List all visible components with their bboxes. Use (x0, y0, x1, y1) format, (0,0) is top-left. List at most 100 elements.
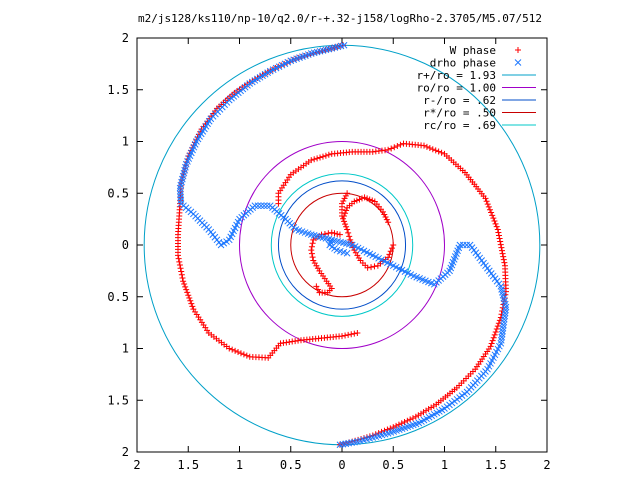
point-plus (351, 330, 358, 337)
point-plus (308, 250, 315, 257)
point-plus (313, 283, 320, 290)
point-plus (386, 251, 393, 258)
point-cross (254, 202, 262, 210)
point-plus (343, 207, 350, 214)
point-plus (353, 197, 360, 204)
point-plus (180, 278, 187, 285)
point-plus (177, 265, 184, 272)
point-plus (317, 154, 324, 161)
point-plus (497, 241, 504, 248)
legend-marker-plus (515, 47, 521, 53)
x-tick-label: 1.5 (177, 458, 199, 472)
point-cross (263, 202, 271, 210)
point-plus (348, 331, 355, 338)
point-plus (495, 232, 502, 239)
point-plus (189, 303, 196, 310)
point-plus (328, 229, 335, 236)
point-plus (361, 194, 368, 201)
point-plus (341, 195, 348, 202)
point-plus (179, 274, 186, 281)
point-plus (485, 203, 492, 210)
point-plus (341, 213, 348, 220)
point-plus (391, 144, 398, 151)
point-plus (178, 271, 185, 278)
y-tick-label: 2 (122, 445, 129, 459)
point-plus (394, 143, 401, 150)
point-plus (488, 340, 495, 347)
legend-marker-cross (514, 59, 522, 66)
point-plus (496, 235, 503, 242)
point-plus (343, 223, 350, 230)
radius-circle (270, 173, 414, 317)
x-tick-label: 1 (441, 458, 448, 472)
point-plus (426, 145, 433, 152)
point-plus (316, 289, 323, 296)
point-plus (390, 242, 397, 248)
point-plus (493, 326, 500, 333)
point-plus (344, 226, 351, 233)
point-cross (260, 202, 268, 210)
point-plus (490, 334, 497, 341)
y-tick-label: 1 (122, 135, 129, 149)
x-tick-label: 0.5 (382, 458, 404, 472)
point-plus (188, 300, 195, 307)
point-plus (243, 352, 250, 359)
point-plus (182, 283, 189, 290)
legend-label: r*/ro = .50 (423, 107, 496, 120)
x-tick-label: 0.5 (280, 458, 302, 472)
point-plus (183, 286, 190, 293)
point-plus (340, 198, 347, 205)
point-cross (343, 249, 351, 257)
y-tick-label: 0 (122, 238, 129, 252)
point-plus (489, 337, 496, 344)
point-plus (388, 245, 395, 252)
x-tick-label: 2 (133, 458, 140, 472)
point-plus (226, 345, 233, 352)
point-plus (499, 250, 506, 257)
legend-label: drho phase (430, 57, 496, 70)
point-plus (501, 295, 508, 302)
y-tick-label: 1 (122, 342, 129, 356)
point-plus (432, 147, 439, 154)
radius-circle (277, 180, 407, 310)
point-plus (184, 289, 191, 296)
point-plus (500, 256, 507, 263)
legend-label: ro/ro = 1.00 (417, 82, 496, 95)
y-tick-label: 1.5 (107, 393, 129, 407)
point-plus (342, 192, 349, 199)
point-plus (500, 253, 507, 260)
point-plus (334, 230, 341, 237)
point-plus (175, 255, 182, 262)
point-plus (325, 151, 332, 158)
point-plus (380, 208, 386, 215)
point-plus (388, 145, 395, 152)
point-plus (438, 149, 445, 156)
point-plus (501, 259, 508, 266)
point-plus (186, 294, 193, 301)
point-plus (497, 238, 504, 245)
point-plus (229, 346, 236, 353)
point-plus (187, 297, 194, 304)
point-plus (181, 281, 188, 288)
point-plus (441, 150, 448, 157)
point-plus (176, 258, 183, 265)
legend-label: r-/ro = .62 (423, 94, 496, 107)
point-plus (429, 146, 436, 153)
point-cross (336, 441, 344, 449)
point-plus (340, 215, 347, 222)
data-points (175, 41, 510, 449)
point-plus (385, 219, 392, 226)
point-plus (490, 215, 497, 222)
radius-circle (239, 141, 445, 349)
point-plus (358, 195, 365, 202)
legend-label: rc/ro = .69 (423, 119, 496, 132)
point-plus (409, 415, 416, 422)
point-plus (314, 286, 321, 293)
point-plus (340, 42, 347, 49)
point-plus (423, 143, 430, 150)
legend-label: r+/ro = 1.93 (417, 69, 496, 82)
point-plus (232, 347, 239, 354)
point-plus (275, 200, 282, 207)
point-plus (371, 263, 378, 270)
point-plus (488, 209, 495, 216)
